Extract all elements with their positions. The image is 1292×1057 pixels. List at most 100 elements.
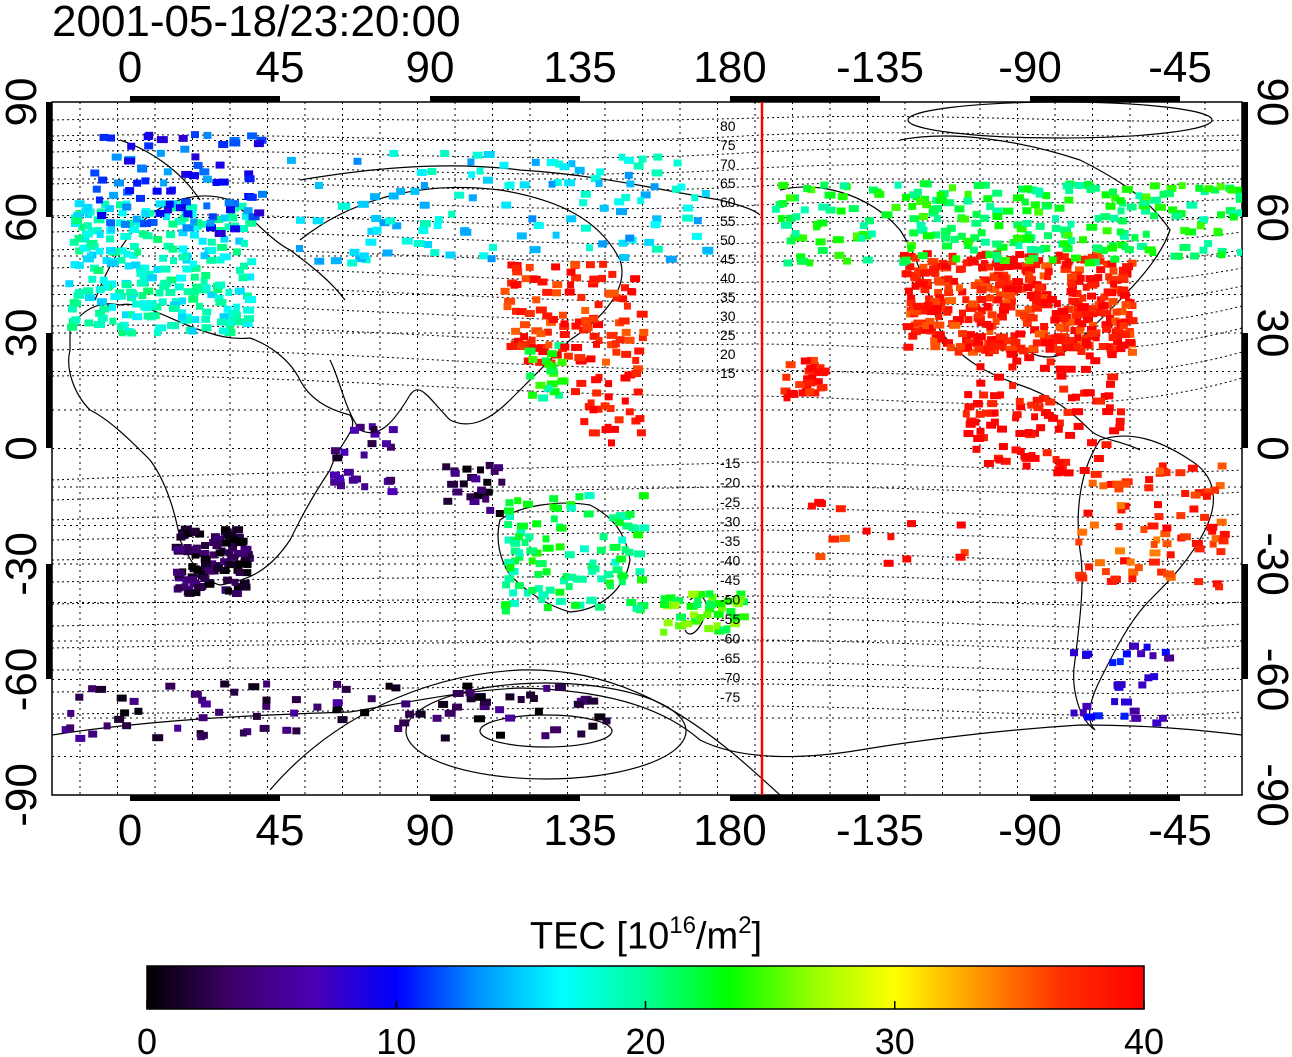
- top-lon-tick: 90: [406, 43, 455, 92]
- tec-cell: [1084, 180, 1094, 188]
- tec-cell: [581, 317, 592, 325]
- tec-cell: [675, 622, 687, 630]
- tec-cell: [1079, 294, 1087, 302]
- tec-cell: [1093, 306, 1102, 314]
- tec-cell: [534, 585, 543, 593]
- tec-cell: [1042, 449, 1052, 457]
- tec-cell: [180, 145, 190, 153]
- tec-cell: [230, 688, 239, 696]
- tec-cell: [1093, 455, 1104, 462]
- tec-cell: [1079, 467, 1090, 474]
- tec-cell: [193, 566, 202, 574]
- tec-cell: [104, 205, 114, 213]
- tec-cell: [246, 193, 257, 201]
- tec-cell: [220, 680, 230, 688]
- tec-cell: [988, 409, 999, 417]
- tec-cell: [107, 225, 115, 233]
- tec-cell: [926, 308, 937, 316]
- tec-cell: [223, 305, 232, 313]
- tec-cell: [1032, 297, 1042, 305]
- tec-cell: [372, 226, 382, 234]
- tec-cell: [156, 136, 168, 144]
- tec-cell: [1119, 322, 1128, 330]
- tec-cell: [134, 248, 142, 256]
- tec-cell: [964, 190, 972, 198]
- tec-cell: [75, 734, 86, 742]
- tec-cell: [1009, 382, 1017, 389]
- tec-cell: [992, 296, 1003, 304]
- tec-cell: [964, 403, 975, 411]
- tec-cell: [999, 306, 1009, 314]
- tec-cell: [126, 219, 135, 227]
- tec-cell: [95, 196, 103, 204]
- tec-cell: [73, 291, 85, 299]
- tec-cell: [1001, 280, 1011, 288]
- tec-cell: [538, 591, 549, 599]
- tec-cell: [1063, 469, 1074, 477]
- tec-cell: [230, 225, 241, 233]
- tec-cell: [198, 714, 208, 722]
- tec-cell: [992, 240, 1003, 248]
- tec-cell: [651, 245, 663, 253]
- tec-cell: [178, 253, 189, 261]
- tec-cell: [125, 187, 135, 195]
- tec-cell: [388, 192, 399, 200]
- tec-cell: [807, 502, 816, 510]
- tec-cell: [990, 274, 998, 282]
- tec-cell: [1046, 334, 1057, 342]
- tec-cell: [1016, 403, 1026, 411]
- tec-cell: [1217, 462, 1227, 470]
- tec-cell: [910, 328, 921, 336]
- tec-cell: [999, 257, 1010, 264]
- tec-cell: [117, 292, 126, 300]
- tec-cell: [1032, 396, 1043, 404]
- tec-cell: [1213, 227, 1222, 235]
- tec-cell: [1202, 488, 1214, 496]
- tec-cell: [509, 589, 518, 597]
- tec-cell: [1129, 642, 1139, 650]
- tec-cell: [921, 322, 929, 330]
- tec-cell: [1126, 203, 1137, 211]
- tec-cell: [593, 340, 600, 348]
- tec-cell: [214, 216, 224, 223]
- tec-cell: [202, 284, 211, 292]
- left-lat-tick: 60: [0, 193, 46, 242]
- tec-cell: [221, 526, 231, 534]
- tec-cell: [1171, 212, 1183, 220]
- tec-cell: [778, 181, 789, 189]
- tec-cell: [995, 291, 1006, 299]
- tec-cell: [526, 343, 536, 351]
- tec-cell: [139, 277, 149, 284]
- tec-cell: [233, 583, 244, 591]
- tec-cell: [515, 553, 524, 561]
- tec-cell: [693, 601, 702, 609]
- tec-cell: [599, 533, 608, 541]
- tec-cell: [599, 260, 608, 268]
- tec-cell: [85, 294, 95, 302]
- tec-cell: [263, 680, 271, 688]
- tec-cell: [1126, 317, 1138, 325]
- tec-cell: [1121, 698, 1132, 706]
- tec-cell: [987, 311, 997, 319]
- tec-cell: [589, 406, 598, 414]
- tec-cell: [188, 563, 197, 571]
- tec-cell: [181, 170, 193, 178]
- tec-cell: [891, 204, 901, 211]
- tec-cell: [1034, 330, 1045, 338]
- contour-label: -60: [720, 631, 740, 647]
- top-lon-tick: 45: [256, 43, 305, 92]
- tec-cell: [862, 527, 871, 535]
- tec-cell: [1050, 316, 1060, 324]
- tec-cell: [930, 343, 941, 351]
- tec-cell: [989, 285, 1000, 293]
- tec-cell: [1179, 533, 1191, 541]
- tec-cell: [894, 181, 902, 189]
- tec-cell: [74, 234, 84, 242]
- tec-cell: [976, 363, 985, 371]
- tec-cell: [190, 218, 198, 226]
- tec-cell: [862, 256, 873, 264]
- tec-cell: [367, 440, 377, 448]
- tec-cell: [530, 275, 541, 283]
- tec-cell: [360, 451, 368, 459]
